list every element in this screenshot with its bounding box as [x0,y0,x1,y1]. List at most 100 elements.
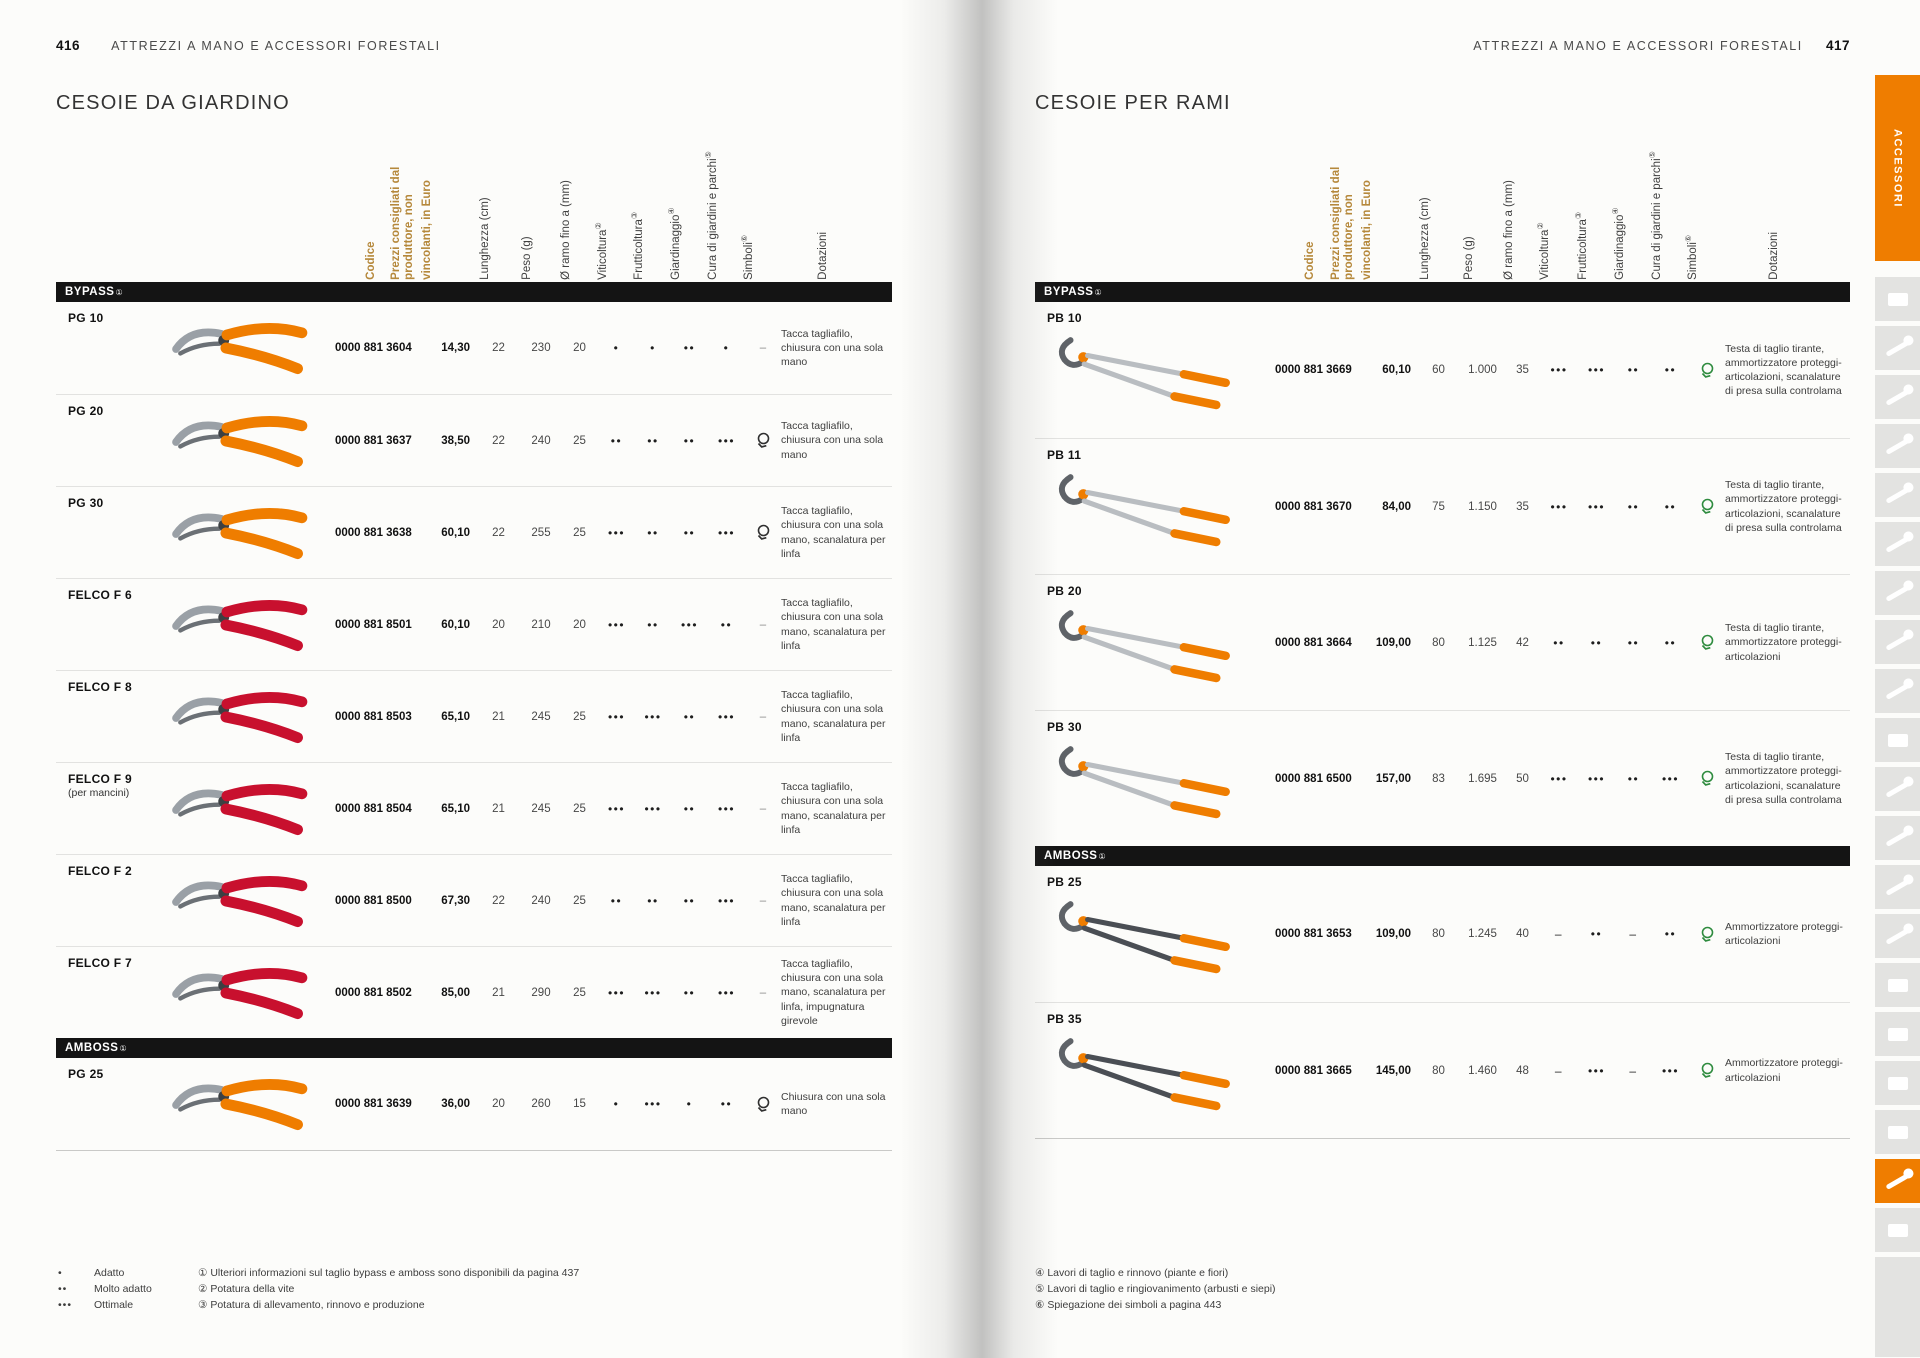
product-image [154,771,326,847]
grass-shears-icon [1885,633,1910,651]
product-cell: PG 30 [56,487,335,578]
rating-giardinaggio: •• [683,341,696,355]
pruning-shears-image [172,322,308,375]
breadcrumb: ATTREZZI A MANO E ACCESSORI FORESTALI [111,39,441,53]
product-code: 0000 881 8504 [335,802,412,815]
product-name: PB 30 [1047,720,1082,734]
rating-viticoltura: •• [1553,635,1565,650]
product-image [154,403,326,479]
product-code: 0000 881 3669 [1275,364,1352,376]
column-header: Lunghezza (cm) [1418,197,1431,280]
products-table-rami: Codice Prezzi consigliati dal produttore,… [1035,92,1850,1139]
harvester-icon [1885,486,1910,504]
footnotes-left: ① Ulteriori informazioni sul taglio bypa… [198,1266,579,1313]
length-value: 22 [492,526,505,539]
table-row: PB 30 0000 881 6500 157,00 83 1.695 50 •… [1035,710,1850,846]
symbol-icon [757,524,770,540]
page-right: ATTREZZI A MANO E ACCESSORI FORESTALI 41… [1035,0,1850,1358]
no-symbol-dash: – [759,894,767,907]
product-name: FELCO F 9 (per mancini) [68,772,133,799]
category-tile [1875,473,1920,517]
brushcutter-icon [1885,584,1910,602]
rating-viticoltura: – [1554,927,1564,941]
category-tile [1875,914,1920,958]
product-cell: PB 35 [1035,1003,1275,1138]
rating-viticoltura: ••• [607,709,626,724]
battery-icon [1887,292,1908,306]
diameter-value: 20 [573,342,586,354]
rating-legend-item: •• Molto adatto [58,1282,152,1295]
jacket-icon [1887,1076,1908,1090]
product-code: 0000 881 3653 [1275,928,1352,940]
toolbox-icon [1887,1125,1908,1139]
footnote: ④ Lavori di taglio e rinnovo (piante e f… [1035,1267,1229,1279]
category-tile [1875,767,1920,811]
section-band: AMBOSS ① [1035,846,1850,866]
product-name: PB 35 [1047,1012,1082,1026]
rating-giardinaggio: – [1629,1063,1638,1078]
rating-legend-item: • Adatto [58,1267,125,1279]
rating-giardinaggio: – [1629,927,1638,941]
rating-frutticoltura: •• [647,617,659,632]
no-symbol-dash: – [759,710,767,723]
product-image [1045,320,1241,420]
product-price: 60,10 [1382,364,1411,376]
product-code: 0000 881 3638 [335,526,412,539]
product-price: 36,00 [441,1098,470,1110]
length-value: 60 [1432,364,1445,376]
diameter-value: 25 [573,802,586,815]
blower-nozzle-icon [1885,878,1910,896]
symbol-cell [745,1096,781,1113]
rating-frutticoltura: ••• [644,1097,662,1111]
product-code: 0000 881 8503 [335,710,412,723]
table-row: PG 20 0000 881 3637 38,50 22 240 25 •• •… [56,394,892,486]
section-band: BYPASS ① [56,282,892,302]
product-image [1045,593,1241,693]
accessori-tab: ACCESSORI [1875,75,1920,261]
rating-cura-giardini: ••• [717,893,736,908]
diameter-value: 25 [573,526,586,539]
length-value: 20 [492,618,505,631]
length-value: 21 [492,986,505,999]
product-name: PG 25 [68,1067,104,1081]
rating-giardinaggio: • [686,1097,693,1111]
symbol-cell: – [745,987,781,999]
weight-value: 1.150 [1468,500,1497,513]
section-band: BYPASS ① [1035,282,1850,302]
pruning-shears-image [172,599,308,651]
column-header: Simboli⑥ [740,235,755,280]
trowel-icon [1885,535,1910,553]
diameter-value: 25 [573,894,586,907]
product-cell: PB 30 [1035,711,1275,846]
pruning-shears-image [172,875,308,927]
page-title: CESOIE PER RAMI [1035,92,1231,114]
rating-cura-giardini: •• [1664,635,1677,650]
symbol-cell: – [745,803,781,815]
rating-frutticoltura: ••• [644,985,662,1000]
weight-value: 255 [531,526,551,539]
weight-value: 1.245 [1468,928,1497,940]
sprayer-icon [1887,1223,1908,1237]
product-image [154,1066,326,1142]
rating-giardinaggio: •• [683,985,696,1000]
product-image [154,310,326,386]
product-cell: PB 25 [1035,866,1275,1002]
extension-pole-icon [1885,829,1910,847]
symbol-cell [1689,926,1725,943]
product-code: 0000 881 3664 [1275,636,1352,649]
category-tile [1875,865,1920,909]
product-name: FELCO F 2 [68,864,133,878]
rating-legend: • Adatto •• Molto adatto ••• Ottimale [58,1266,198,1313]
table-row: PB 25 0000 881 3653 109,00 80 1.245 40 –… [1035,866,1850,1002]
symbol-cell: – [745,619,781,631]
rating-viticoltura: ••• [607,617,626,632]
pruning-shears-image [172,783,308,835]
category-tile [1875,1208,1920,1252]
rating-cura-giardini: ••• [717,801,736,816]
product-price: 38,50 [441,434,470,447]
page-number: 417 [1825,38,1850,53]
product-image [1045,884,1241,984]
rating-giardinaggio: •• [1627,363,1640,377]
symbol-icon [1701,926,1714,942]
length-value: 83 [1432,772,1445,785]
